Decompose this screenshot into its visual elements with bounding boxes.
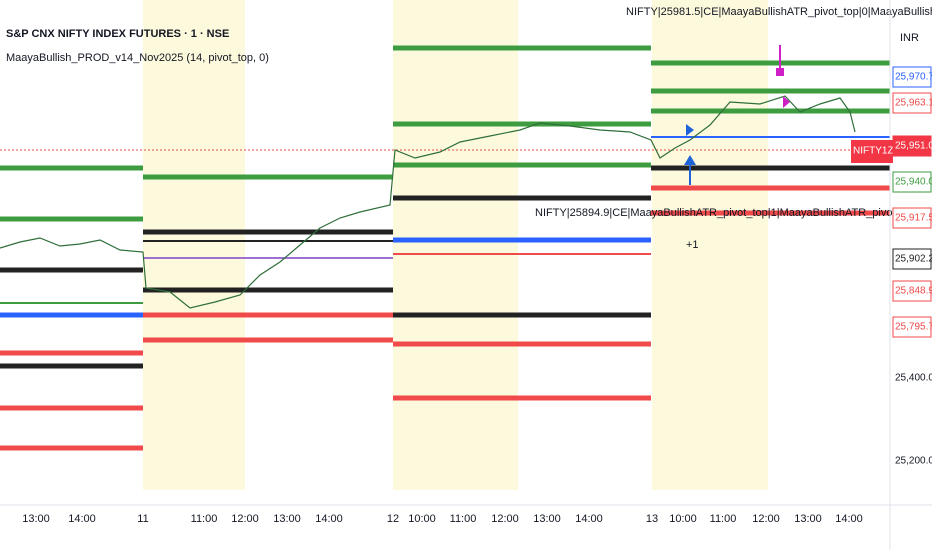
time-label: 13:00 [22,513,50,525]
price-label-box [892,66,932,88]
time-label: 10:00 [408,513,436,525]
time-label: 13:00 [794,513,822,525]
price-label: 25,940.00 [895,177,932,188]
price-label-box [892,135,932,157]
time-label: 11:00 [191,513,218,525]
annotation: NIFTY|25894.9|CE|MaayaBullishATR_pivot_t… [535,207,932,219]
price-label: 25,200.00 [895,456,932,467]
levels [0,45,890,451]
currency: INR [900,32,919,44]
sessions [143,0,768,490]
annotation: NIFTY|25981.5|CE|MaayaBullishATR_pivot_t… [626,6,932,18]
price-label: 25,400.00 [895,373,932,384]
time-label: 10:00 [669,513,697,525]
time-label: 14:00 [575,513,603,525]
time-label: 11 [137,513,148,525]
price-label-box [892,207,932,229]
indicator-title: MaayaBullish_PROD_v14_Nov2025 (14, pivot… [6,52,269,64]
time-label: 14:00 [315,513,343,525]
price-label-box [892,280,932,302]
price-axis: 25,970.77 25,963.10 25,951.00 25,940.00 25,9… [892,66,932,467]
annotation: +1 [686,239,699,251]
price-label-box [892,92,932,114]
price-label: 25,917.53 [895,213,932,224]
time-label: 11:00 [710,513,737,525]
price-label: 25,848.97 [895,286,932,297]
time-label: 12:00 [231,513,259,525]
price-label: 25,963.10 [895,98,932,109]
time-label: 12:00 [752,513,780,525]
price-label: 25,970.77 [895,72,932,83]
time-label: 13 [646,513,658,525]
time-label: 13:00 [533,513,561,525]
price-label: 25,795.73 [895,322,932,333]
price-label: 25,951.00 [895,141,932,152]
time-label: 11:00 [450,513,477,525]
time-label: 12:00 [491,513,519,525]
price-label-box [892,316,932,338]
price-label: 25,902.20 [895,254,932,265]
time-label: 13:00 [273,513,301,525]
symbol-badge: NIFTY1Z2025 [853,146,916,157]
time-label: 14:00 [68,513,96,525]
price-label-box [892,248,932,270]
time-label: 12 [387,513,399,525]
time-label: 14:00 [835,513,863,525]
symbol-title: S&P CNX NIFTY INDEX FUTURES · 1 · NSE [6,28,229,40]
price-line [0,95,856,309]
time-axis: 13:00 14:00 11 11:00 12:00 13:00 14:00 12 10:00 1… [22,513,863,525]
markers [684,45,790,185]
price-label-box [892,171,932,193]
